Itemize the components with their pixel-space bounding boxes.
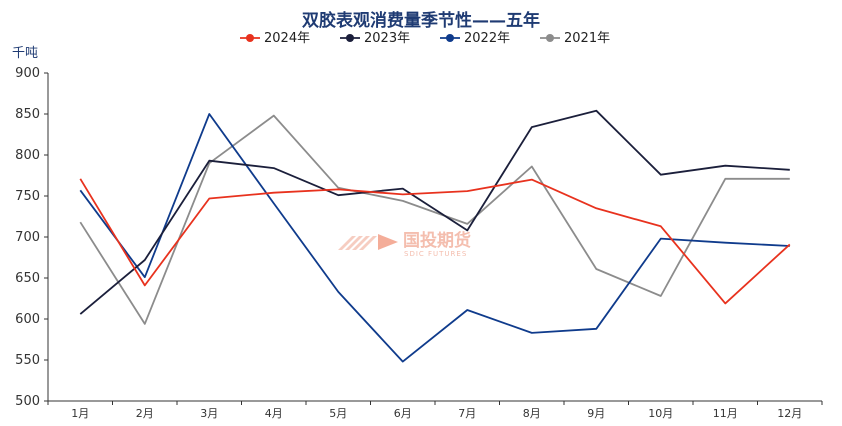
x-tick-label: 1月 (71, 407, 89, 420)
watermark-cn: 国投期货 (403, 230, 471, 251)
legend: 2024年 2023年 2022年 2021年 (240, 31, 610, 46)
y-tick-label: 900 (15, 66, 40, 81)
y-tick-label: 700 (15, 230, 40, 245)
legend-item: 2022年 (440, 31, 510, 46)
x-tick-label: 2月 (136, 407, 154, 420)
y-tick-label: 600 (15, 312, 40, 327)
chart-title: 双胶表观消费量季节性——五年 (302, 10, 540, 31)
x-tick-label: 11月 (713, 407, 738, 420)
legend-marker (446, 34, 454, 42)
y-tick-label: 500 (15, 394, 40, 409)
legend-marker (546, 34, 554, 42)
series-lines (79, 109, 791, 363)
y-tick-label: 800 (15, 148, 40, 163)
x-tick-label: 5月 (329, 407, 347, 420)
x-tick-label: 4月 (265, 407, 283, 420)
y-tick-label: 750 (15, 189, 40, 204)
y-tick-label: 550 (15, 353, 40, 368)
legend-marker (346, 34, 354, 42)
watermark-en: SDIC FUTURES (404, 250, 467, 258)
x-tick-label: 10月 (648, 407, 673, 420)
watermark-logo-icon (338, 234, 398, 250)
x-tick-label: 7月 (458, 407, 476, 420)
legend-label: 2022年 (464, 31, 510, 46)
axes: 500 550 600 650 700 750 800 850 900 1月 2月 3月 4月 5月 6月 7… (15, 66, 823, 420)
legend-item: 2024年 (240, 31, 310, 46)
y-tick-label: 650 (15, 271, 40, 286)
y-axis-unit: 千吨 (12, 46, 38, 61)
x-tick-label: 6月 (394, 407, 412, 420)
series-line-2024年 (79, 178, 791, 305)
legend-item: 2021年 (540, 31, 610, 46)
x-tick-label: 9月 (587, 407, 605, 420)
legend-label: 2023年 (364, 31, 410, 46)
legend-label: 2024年 (264, 31, 310, 46)
watermark: 国投期货 SDIC FUTURES (338, 230, 471, 258)
x-tick-label: 8月 (523, 407, 541, 420)
series-line-2021年 (79, 114, 790, 325)
series-line-2023年 (79, 109, 790, 315)
x-tick-label: 12月 (777, 407, 802, 420)
legend-label: 2021年 (564, 31, 610, 46)
y-tick-label: 850 (15, 107, 40, 122)
x-tick-label: 3月 (200, 407, 218, 420)
legend-marker (246, 34, 254, 42)
legend-item: 2023年 (340, 31, 410, 46)
